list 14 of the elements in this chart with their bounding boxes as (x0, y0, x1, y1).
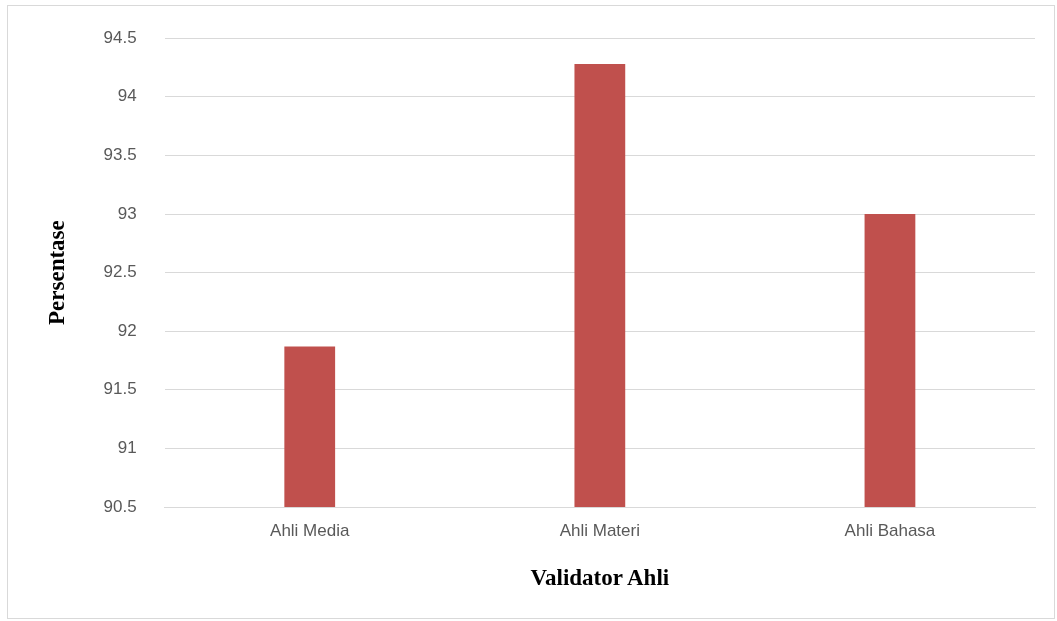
y-tick-label: 92 (117, 320, 137, 340)
y-tick-label: 93 (117, 203, 137, 223)
y-tick-label: 94.5 (103, 27, 137, 47)
x-axis-title: Validator Ahli (530, 565, 670, 591)
y-tick-label: 91.5 (103, 379, 137, 399)
x-tick-label: Ahli Materi (559, 520, 640, 540)
y-tick-label: 92.5 (103, 262, 137, 282)
y-axis-title: Persentase (43, 220, 69, 325)
x-tick-label: Ahli Media (270, 520, 350, 540)
x-tick-label: Ahli Bahasa (844, 520, 936, 540)
y-tick-label: 91 (117, 438, 137, 458)
y-tick-label: 94 (117, 86, 137, 106)
y-tick-label: 90.5 (103, 496, 137, 516)
y-tick-label: 93.5 (103, 145, 137, 165)
